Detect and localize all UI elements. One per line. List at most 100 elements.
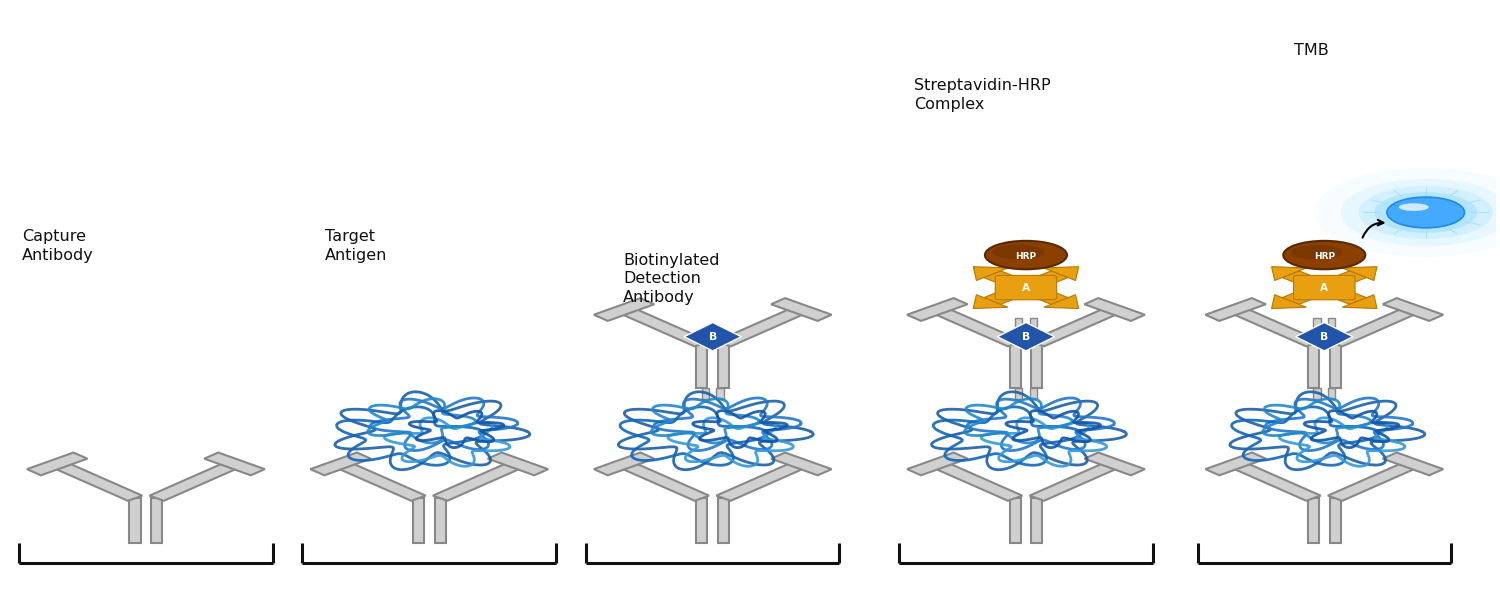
Polygon shape xyxy=(1328,461,1420,501)
Text: Target
Antigen: Target Antigen xyxy=(326,229,387,263)
Bar xyxy=(1312,319,1320,327)
Polygon shape xyxy=(771,298,831,321)
FancyBboxPatch shape xyxy=(994,275,1056,300)
Text: Capture
Antibody: Capture Antibody xyxy=(22,229,94,263)
Polygon shape xyxy=(1044,295,1078,308)
Text: A: A xyxy=(1320,283,1329,293)
Polygon shape xyxy=(150,461,242,501)
Polygon shape xyxy=(1316,271,1366,291)
Text: B: B xyxy=(1022,332,1031,342)
Polygon shape xyxy=(1383,452,1443,475)
Bar xyxy=(1308,498,1318,542)
Polygon shape xyxy=(1316,284,1366,304)
Text: HRP: HRP xyxy=(1016,253,1036,262)
Polygon shape xyxy=(1383,298,1443,321)
Ellipse shape xyxy=(1314,168,1500,257)
Ellipse shape xyxy=(1341,179,1500,246)
Bar xyxy=(696,344,708,388)
Ellipse shape xyxy=(1374,192,1478,233)
Text: Biotinylated
Detection
Antibody: Biotinylated Detection Antibody xyxy=(622,253,720,305)
Polygon shape xyxy=(1272,266,1306,280)
Bar xyxy=(1016,319,1022,327)
Ellipse shape xyxy=(1400,203,1428,211)
Bar xyxy=(696,498,708,542)
Bar xyxy=(435,498,445,542)
Text: HRP: HRP xyxy=(1314,253,1335,262)
Ellipse shape xyxy=(1290,245,1342,259)
Bar xyxy=(1010,498,1020,542)
Ellipse shape xyxy=(986,241,1066,269)
Ellipse shape xyxy=(1359,186,1492,239)
Bar xyxy=(1010,344,1020,388)
Text: A: A xyxy=(1022,283,1031,293)
Polygon shape xyxy=(433,461,525,501)
Bar xyxy=(413,498,424,542)
Polygon shape xyxy=(684,323,741,351)
Bar xyxy=(1329,344,1341,388)
Polygon shape xyxy=(1228,461,1320,501)
Ellipse shape xyxy=(1388,197,1464,228)
Polygon shape xyxy=(488,452,548,475)
Bar xyxy=(1030,344,1042,388)
Bar xyxy=(152,498,162,542)
Polygon shape xyxy=(27,452,87,475)
Polygon shape xyxy=(974,266,1008,280)
Polygon shape xyxy=(984,284,1035,304)
Bar xyxy=(1312,388,1320,399)
Bar xyxy=(1329,498,1341,542)
Bar xyxy=(129,498,141,542)
Text: B: B xyxy=(708,332,717,342)
Polygon shape xyxy=(1044,266,1078,280)
Polygon shape xyxy=(1017,271,1068,291)
Polygon shape xyxy=(1029,307,1122,346)
Polygon shape xyxy=(1206,452,1266,475)
Bar xyxy=(718,498,729,542)
Polygon shape xyxy=(1296,323,1353,351)
Polygon shape xyxy=(616,461,710,501)
Text: B: B xyxy=(1320,332,1329,342)
Polygon shape xyxy=(594,298,654,321)
Polygon shape xyxy=(930,307,1023,346)
Ellipse shape xyxy=(1284,241,1365,269)
FancyBboxPatch shape xyxy=(1293,275,1354,300)
Polygon shape xyxy=(1084,298,1144,321)
Polygon shape xyxy=(1342,266,1377,280)
Text: TMB: TMB xyxy=(1294,43,1329,58)
Polygon shape xyxy=(1282,284,1332,304)
Bar xyxy=(702,388,709,399)
Polygon shape xyxy=(50,461,142,501)
Polygon shape xyxy=(204,452,266,475)
Polygon shape xyxy=(594,452,654,475)
Polygon shape xyxy=(1017,284,1068,304)
Polygon shape xyxy=(908,452,968,475)
Polygon shape xyxy=(1272,295,1306,308)
Polygon shape xyxy=(984,271,1035,291)
Polygon shape xyxy=(1206,298,1266,321)
Polygon shape xyxy=(1282,271,1332,291)
Bar xyxy=(1016,388,1022,399)
Ellipse shape xyxy=(993,245,1044,259)
Bar xyxy=(1029,388,1036,399)
Polygon shape xyxy=(998,323,1054,351)
Bar xyxy=(718,344,729,388)
Bar xyxy=(1328,319,1335,327)
Polygon shape xyxy=(1328,307,1420,346)
Polygon shape xyxy=(1084,452,1144,475)
Bar xyxy=(1030,498,1042,542)
Bar xyxy=(1308,344,1318,388)
Bar xyxy=(717,388,724,399)
Polygon shape xyxy=(1228,307,1320,346)
Polygon shape xyxy=(616,307,710,346)
Polygon shape xyxy=(1029,461,1122,501)
Polygon shape xyxy=(717,307,809,346)
Text: Streptavidin-HRP
Complex: Streptavidin-HRP Complex xyxy=(914,78,1050,112)
Bar xyxy=(1328,388,1335,399)
Polygon shape xyxy=(930,461,1023,501)
Polygon shape xyxy=(333,461,426,501)
Polygon shape xyxy=(771,452,831,475)
Polygon shape xyxy=(1342,295,1377,308)
Bar xyxy=(1029,319,1036,327)
Polygon shape xyxy=(717,461,809,501)
Polygon shape xyxy=(974,295,1008,308)
Polygon shape xyxy=(310,452,370,475)
